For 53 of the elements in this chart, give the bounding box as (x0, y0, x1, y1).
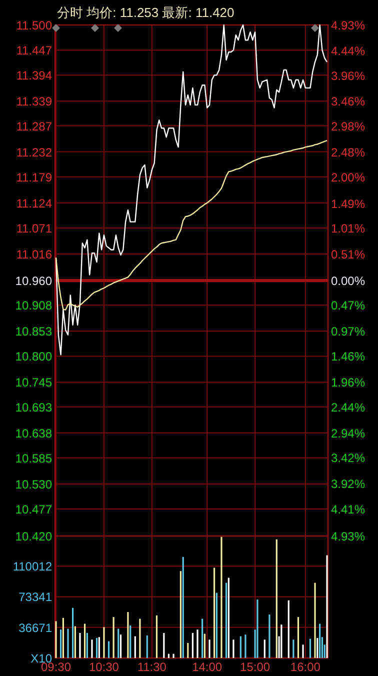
y2-tick-label: 0.97% (331, 324, 366, 338)
y-tick-label: 11.124 (16, 196, 52, 210)
y2-tick-label: 3.42% (331, 451, 366, 466)
y2-tick-label: 2.00% (331, 170, 366, 184)
y-tick-label: 110012 (12, 560, 52, 574)
line-series (55, 24, 328, 356)
y2-tick-label: 2.94% (331, 426, 366, 440)
y2-tick-label: 4.93% (331, 530, 366, 544)
y-tick-label: 10.530 (15, 477, 52, 492)
y-tick-label: 73341 (18, 590, 52, 604)
y-tick-label: 11.500 (16, 18, 52, 32)
y-tick-label: 10.908 (15, 298, 52, 313)
y-tick-label: 10.693 (15, 400, 52, 414)
x-tick-label: 16:00 (290, 660, 321, 674)
y2-tick-label: 2.48% (331, 145, 366, 160)
chart-title: 分时 均价: 11.253 最新: 11.420 (57, 5, 234, 20)
y2-tick-label: 0.51% (331, 248, 366, 262)
x-tick-label: 11:30 (137, 660, 167, 674)
y2-tick-label: 1.46% (331, 350, 366, 364)
y-tick-label: 11.179 (16, 170, 52, 184)
line-series (55, 140, 328, 310)
y-tick-label: 11.287 (16, 119, 52, 134)
y2-tick-label: 1.96% (331, 376, 366, 390)
y-tick-label: 10.585 (15, 451, 52, 466)
y-tick-label: 10.638 (15, 426, 52, 440)
y2-tick-label: 0.00% (331, 274, 366, 288)
y-tick-label: 11.447 (16, 44, 52, 58)
y2-tick-label: 3.46% (331, 94, 366, 109)
y-tick-label: 10.800 (15, 350, 52, 364)
y2-tick-label: 1.49% (331, 196, 366, 211)
y-tick-label: 11.232 (16, 145, 52, 160)
y-tick-label: 11.394 (16, 68, 52, 83)
x-tick-label: 15:00 (240, 660, 270, 674)
y-tick-label: 11.016 (16, 248, 52, 262)
y2-tick-label: 3.92% (331, 477, 366, 492)
y2-tick-label: 2.44% (331, 400, 366, 414)
y-tick-label: 10.477 (15, 502, 52, 517)
y2-tick-label: 2.98% (331, 120, 366, 134)
y2-tick-label: 3.96% (331, 68, 366, 83)
y-tick-label: 10.745 (15, 376, 52, 390)
y2-tick-label: 1.01% (331, 222, 366, 236)
y-tick-label: 11.071 (16, 221, 52, 236)
y-tick-label: 10.853 (15, 324, 52, 339)
y2-tick-label: 0.47% (331, 298, 366, 312)
y-tick-label: 11.339 (16, 94, 52, 109)
y-tick-label: 10.420 (15, 530, 52, 544)
y2-tick-label: 4.44% (331, 44, 366, 58)
y2-tick-label: 4.93% (331, 18, 366, 32)
y-tick-label: 10.960 (15, 274, 52, 288)
x-tick-label: 14:00 (192, 660, 222, 674)
y-tick-label: 36671 (18, 620, 52, 635)
x-tick-label: 10:30 (88, 660, 120, 674)
y2-tick-label: 4.41% (331, 502, 366, 517)
